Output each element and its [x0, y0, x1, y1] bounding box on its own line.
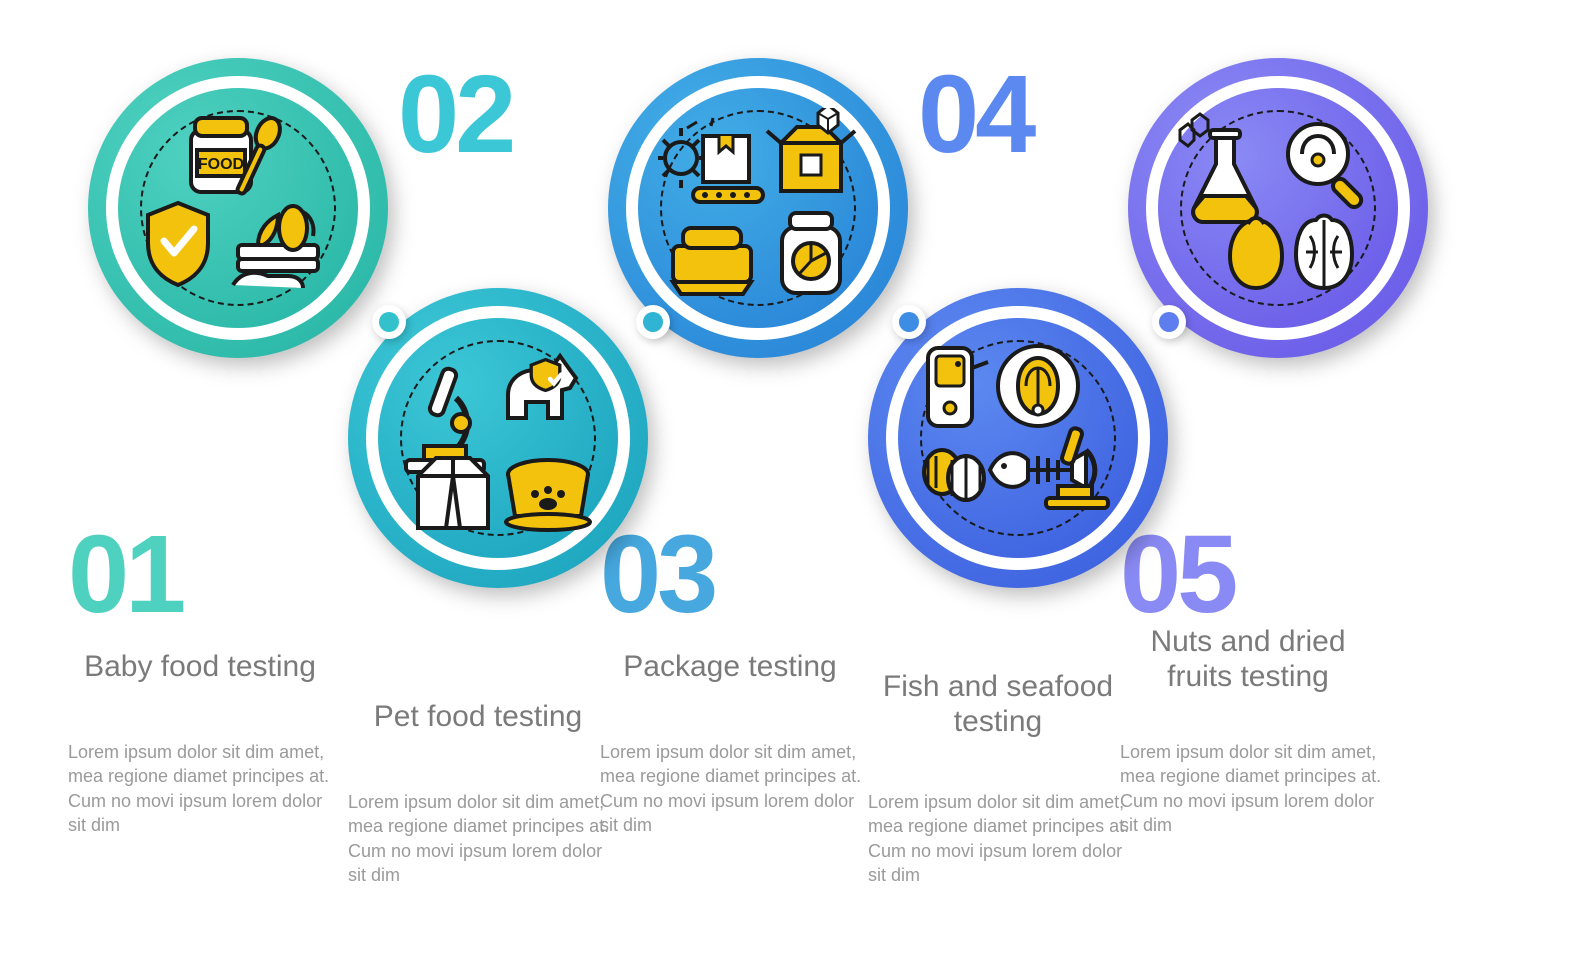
step-body-5: Lorem ipsum dolor sit dim amet, mea regi… [1120, 740, 1390, 837]
fish-seafood-icon [918, 338, 1118, 538]
connector-dot-2 [636, 305, 670, 339]
step-body-2: Lorem ipsum dolor sit dim amet, mea regi… [348, 790, 618, 887]
step-number-5: 05 [1120, 520, 1234, 630]
step-number-3: 03 [600, 520, 714, 630]
pet-food-icon [398, 338, 598, 538]
connector-dot-4 [1152, 305, 1186, 339]
package-icon [658, 108, 858, 308]
step-body-1: Lorem ipsum dolor sit dim amet, mea regi… [68, 740, 338, 837]
step-circle-1: FOOD [88, 58, 388, 358]
step-number-1: 01 [68, 520, 182, 630]
infographic-stage: FOOD 01 Baby food testing Lorem ipsum dolo… [0, 0, 1569, 980]
step-body-4: Lorem ipsum dolor sit dim amet, mea regi… [868, 790, 1138, 887]
step-title-2: Pet food testing [348, 700, 608, 735]
step-number-2: 02 [398, 60, 512, 170]
step-title-5: Nuts and dried fruits testing [1118, 625, 1378, 694]
step-title-3: Package testing [600, 650, 860, 685]
step-title-4: Fish and seafood testing [868, 670, 1128, 739]
connector-dot-1 [372, 305, 406, 339]
baby-food-icon: FOOD [138, 108, 338, 308]
step-number-4: 04 [918, 60, 1032, 170]
nuts-fruits-icon [1178, 108, 1378, 308]
connector-dot-3 [892, 305, 926, 339]
step-body-3: Lorem ipsum dolor sit dim amet, mea regi… [600, 740, 870, 837]
step-title-1: Baby food testing [70, 650, 330, 685]
svg-text:FOOD: FOOD [198, 156, 244, 173]
